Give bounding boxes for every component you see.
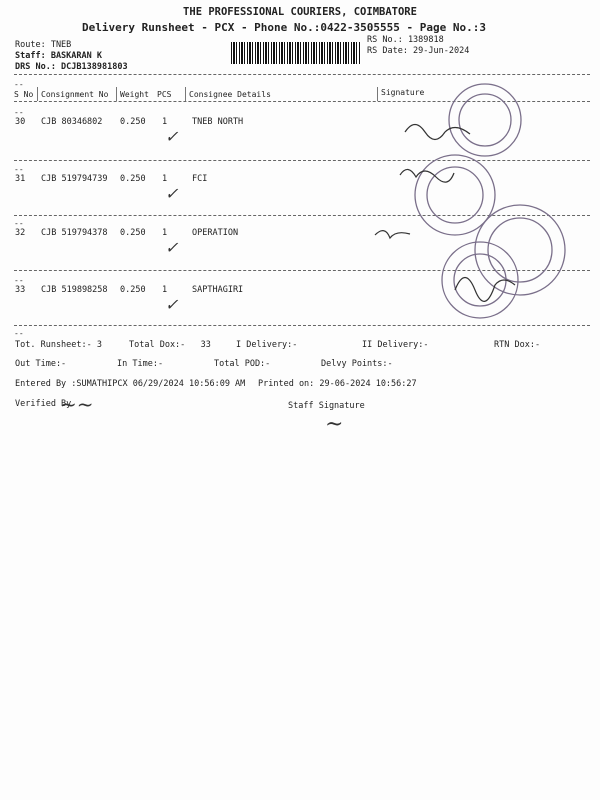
- i-delivery: I Delivery:-: [236, 340, 298, 350]
- tot-runsheet: Tot. Runsheet:- 3: [15, 340, 102, 350]
- staff: Staff: BASKARAN K: [15, 51, 102, 61]
- cell-sno: 31: [15, 174, 26, 184]
- stamps-signatures: [374, 83, 566, 319]
- cell-weight: 0.250: [120, 285, 146, 295]
- cell-pcs: 1: [162, 285, 168, 295]
- col-consignment: Consignment No: [41, 90, 109, 99]
- col-consignee: Consignee Details: [189, 90, 271, 99]
- cell-pcs: 1: [162, 174, 168, 184]
- cell-weight: 0.250: [120, 117, 146, 127]
- col-sno: S No: [14, 90, 34, 99]
- delvy-points: Delvy Points:-: [321, 359, 393, 369]
- runsheet-subtitle: Delivery Runsheet - PCX - Phone No.:0422…: [82, 21, 486, 34]
- printed-on: Printed on: 29-06-2024 10:56:27: [258, 379, 417, 389]
- staff-signature-label: Staff Signature: [288, 401, 365, 411]
- total-dox: Total Dox:- 33: [129, 340, 211, 350]
- drs-no: DRS No.: DCJB138981803: [15, 62, 128, 72]
- row-divider: [14, 215, 590, 216]
- cell-weight: 0.250: [120, 228, 146, 238]
- tick-mark: ✓: [165, 295, 179, 314]
- cell-pcs: 1: [162, 228, 168, 238]
- barcode: [231, 42, 361, 64]
- in-time: In Time:-: [117, 359, 164, 369]
- col-weight: Weight: [120, 90, 149, 99]
- cell-cons: CJB 519794739: [41, 174, 108, 184]
- stamp-circle: [474, 204, 566, 296]
- tick-mark: ✓: [165, 184, 179, 203]
- cell-cons: CJB 80346802: [41, 117, 103, 127]
- cell-consignee: OPERATION: [192, 228, 239, 238]
- row-divider: [14, 160, 590, 161]
- rs-date: RS Date: 29-Jun-2024: [367, 46, 470, 56]
- stamp-circle: [441, 241, 519, 319]
- route: Route: TNEB: [15, 40, 72, 50]
- cell-consignee: TNEB NORTH: [192, 117, 244, 127]
- staff-signature: ~: [325, 412, 344, 437]
- stamp-circle: [448, 83, 522, 157]
- col-signature: Signature: [381, 88, 425, 97]
- row-divider: [14, 270, 590, 271]
- entered-by: Entered By :SUMATHIPCX 06/29/2024 10:56:…: [15, 379, 246, 389]
- cell-sno: 32: [15, 228, 26, 238]
- cell-consignee: FCI: [192, 174, 208, 184]
- company-title: THE PROFESSIONAL COURIERS, COIMBATORE: [183, 6, 417, 18]
- cell-cons: CJB 519794378: [41, 228, 108, 238]
- stamp-circle: [414, 154, 496, 236]
- tick-mark: ✓: [165, 127, 179, 146]
- total-pod: Total POD:-: [214, 359, 271, 369]
- cell-weight: 0.250: [120, 174, 146, 184]
- cell-sno: 33: [15, 285, 26, 295]
- tick-mark: ✓: [165, 238, 179, 257]
- verifier-signature: ~~: [60, 392, 94, 416]
- col-pcs: PCS: [157, 90, 172, 99]
- out-time: Out Time:-: [15, 359, 67, 369]
- cell-sno: 30: [15, 117, 26, 127]
- verified-by: Verified By: [15, 399, 72, 409]
- rtn-dox: RTN Dox:-: [494, 340, 541, 350]
- cell-pcs: 1: [162, 117, 168, 127]
- cell-cons: CJB 519898258: [41, 285, 108, 295]
- ii-delivery: II Delivery:-: [362, 340, 429, 350]
- rs-no: RS No.: 1389818: [367, 35, 444, 45]
- cell-consignee: SAPTHAGIRI: [192, 285, 244, 295]
